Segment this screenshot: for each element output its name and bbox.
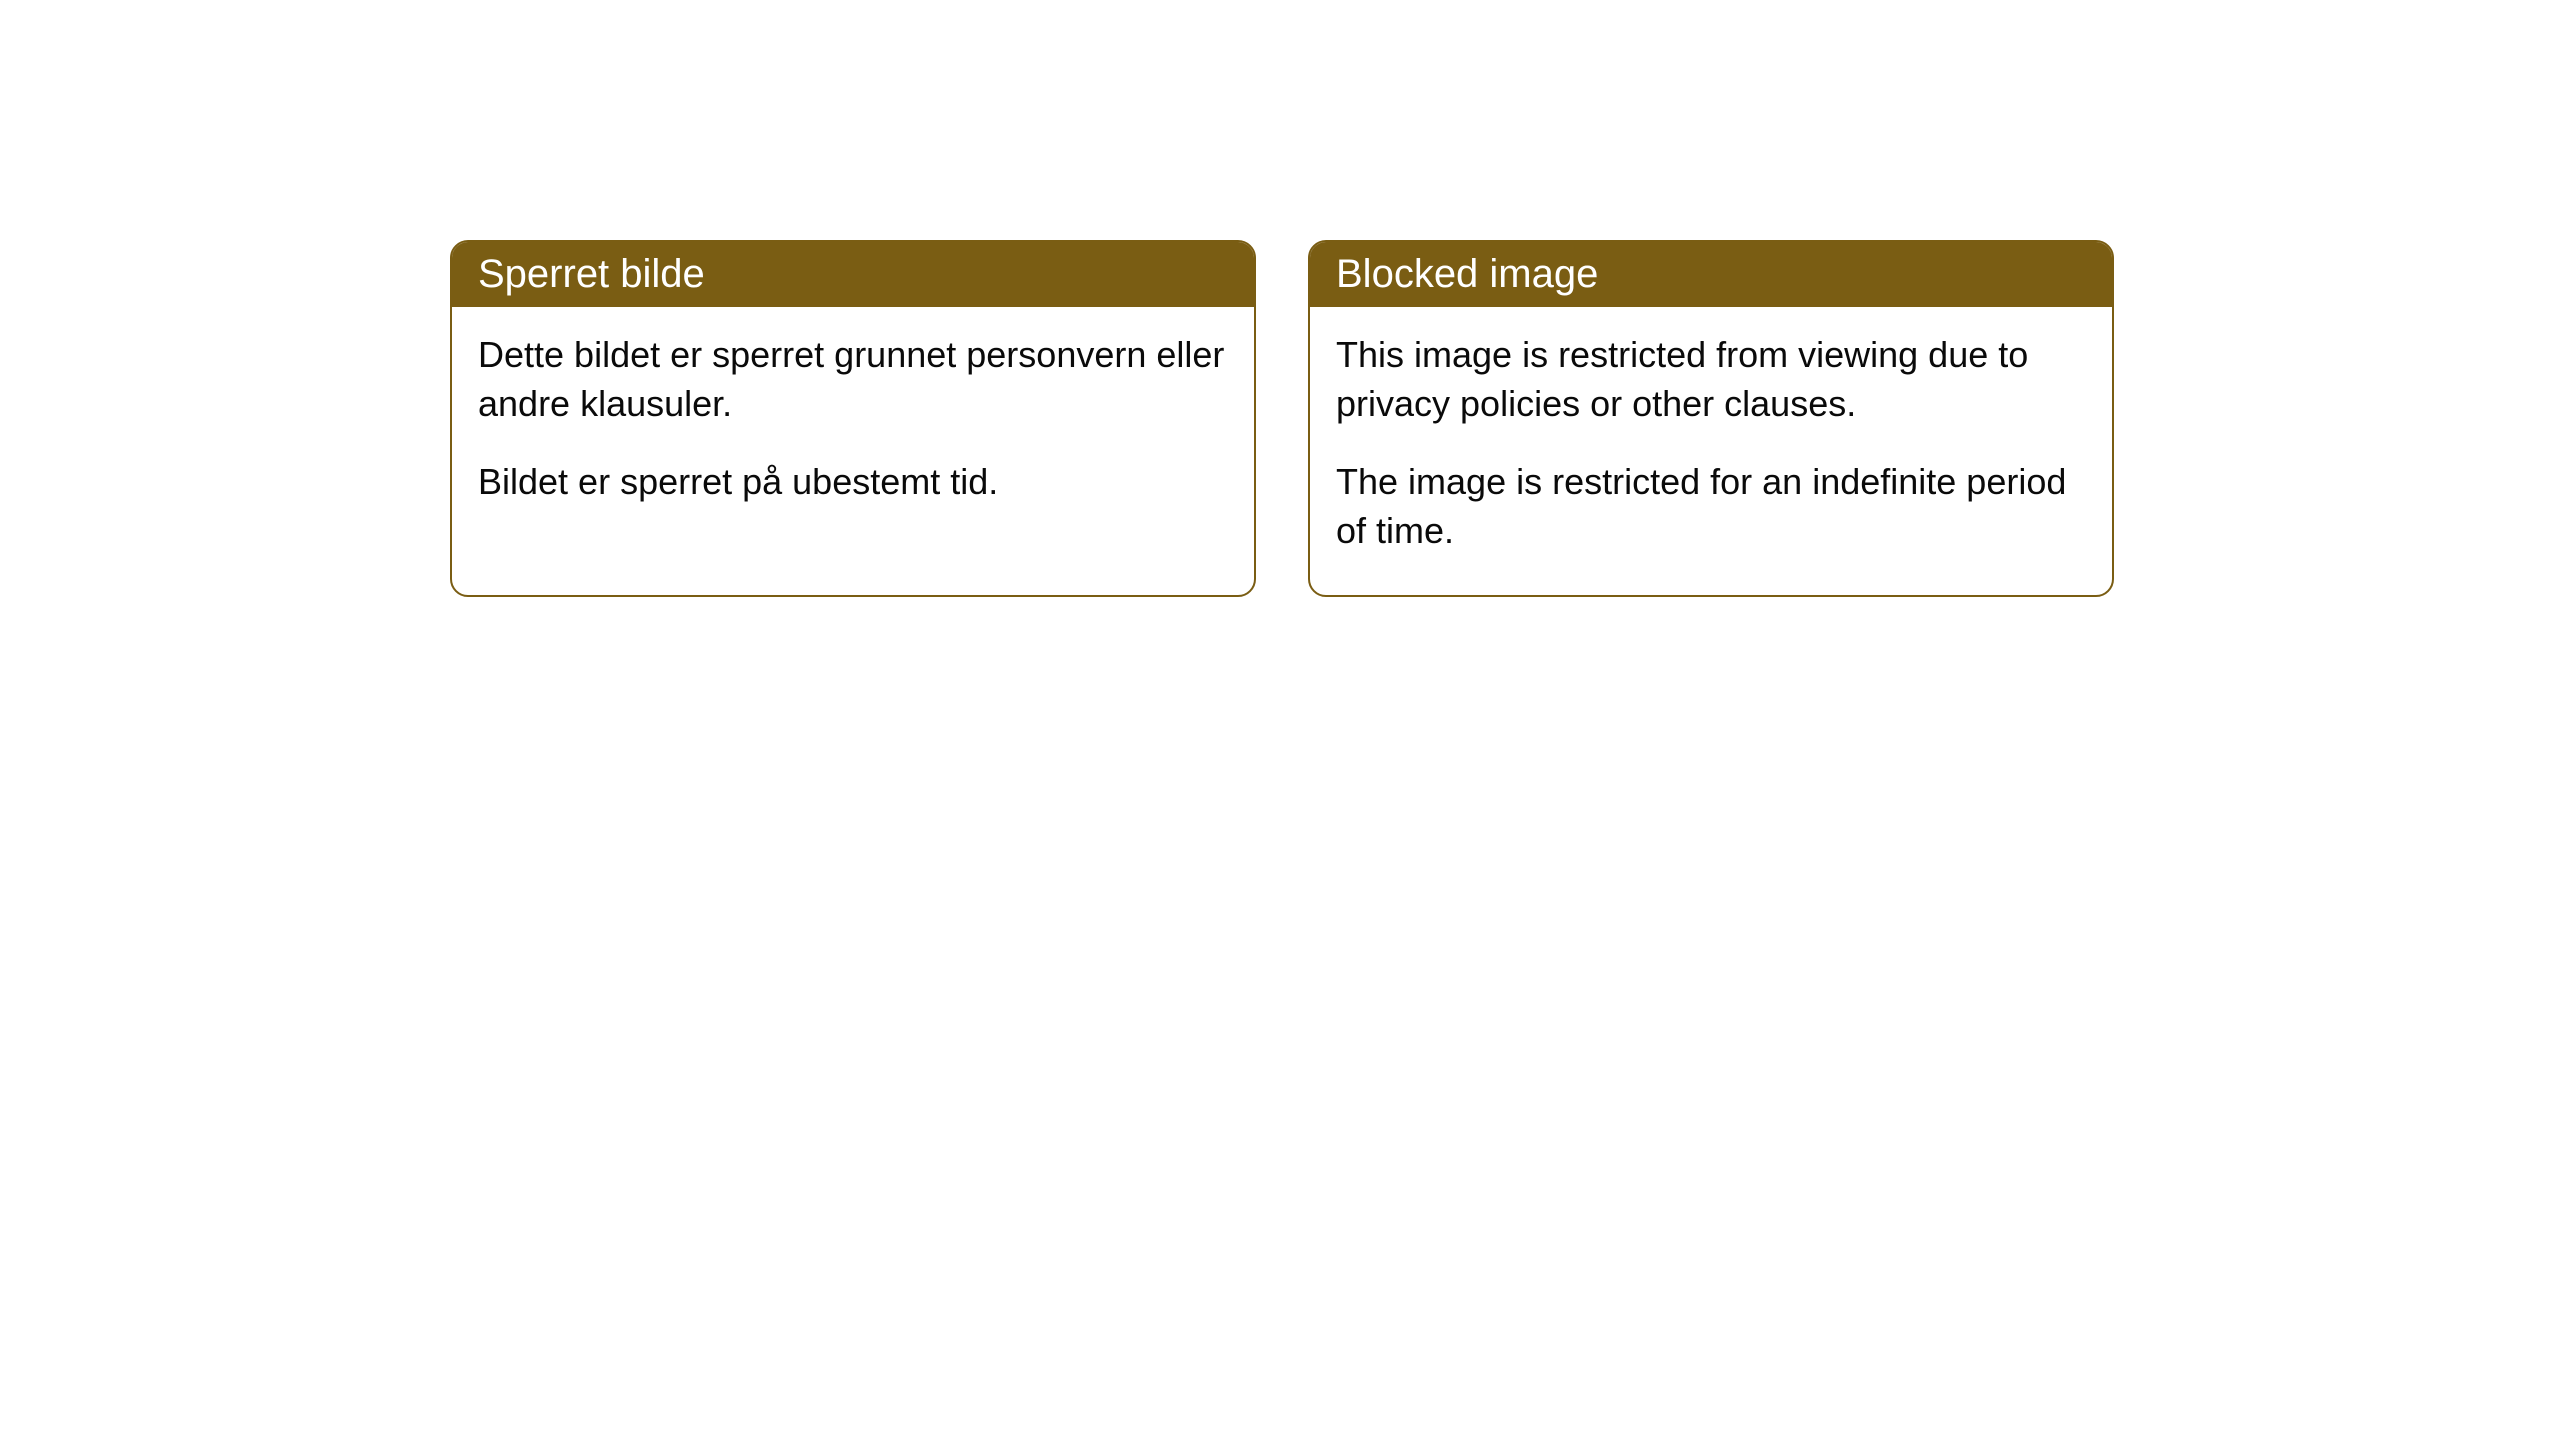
card-paragraph: The image is restricted for an indefinit…: [1336, 458, 2086, 555]
card-header: Sperret bilde: [452, 242, 1254, 307]
card-english: Blocked image This image is restricted f…: [1308, 240, 2114, 597]
card-paragraph: This image is restricted from viewing du…: [1336, 331, 2086, 428]
card-paragraph: Dette bildet er sperret grunnet personve…: [478, 331, 1228, 428]
card-body: Dette bildet er sperret grunnet personve…: [452, 307, 1254, 547]
card-header: Blocked image: [1310, 242, 2112, 307]
card-title: Blocked image: [1336, 252, 1598, 296]
card-body: This image is restricted from viewing du…: [1310, 307, 2112, 595]
card-paragraph: Bildet er sperret på ubestemt tid.: [478, 458, 1228, 507]
card-title: Sperret bilde: [478, 252, 705, 296]
cards-container: Sperret bilde Dette bildet er sperret gr…: [450, 240, 2114, 597]
card-norwegian: Sperret bilde Dette bildet er sperret gr…: [450, 240, 1256, 597]
